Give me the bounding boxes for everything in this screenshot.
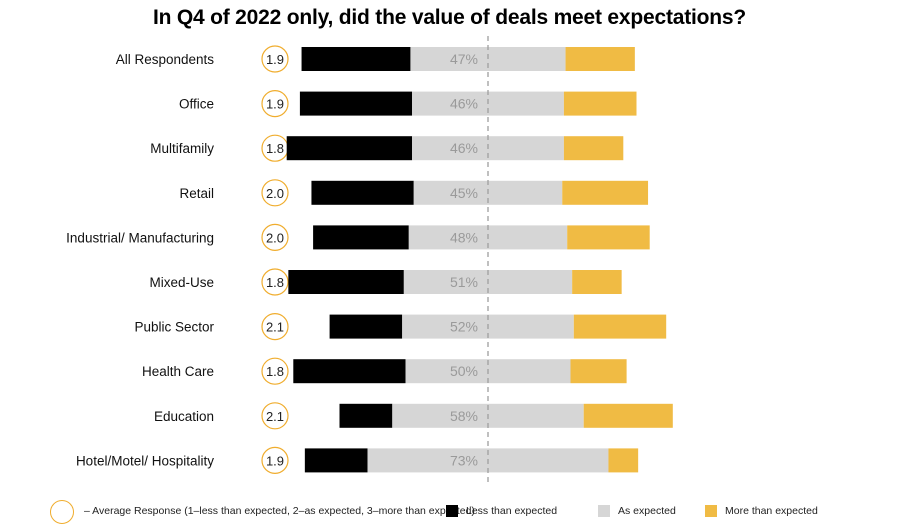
as-expected-percent-label: 73% <box>450 452 478 468</box>
bar-more-than-expected <box>608 448 639 473</box>
bar-more-than-expected <box>563 136 624 161</box>
bar-less-than-expected <box>329 314 403 339</box>
average-response-value: 2.0 <box>266 230 284 245</box>
average-response-circle <box>261 313 289 341</box>
category-label: Multifamily <box>150 141 214 156</box>
legend-as-swatch <box>598 505 610 517</box>
as-expected-percent-label: 45% <box>450 185 478 201</box>
as-expected-percent-label: 52% <box>450 319 478 335</box>
average-response-value: 1.9 <box>266 97 284 112</box>
average-response-value: 1.8 <box>266 275 284 290</box>
bar-less-than-expected <box>293 359 406 384</box>
bar-less-than-expected <box>304 448 368 473</box>
bar-less-than-expected <box>313 225 409 250</box>
legend-as-label: As expected <box>618 505 676 517</box>
legend-less-swatch <box>446 505 458 517</box>
average-response-circle <box>261 223 289 251</box>
bar-less-than-expected <box>311 180 414 205</box>
average-response-circle <box>261 179 289 207</box>
category-label: Hotel/Motel/ Hospitality <box>76 453 214 468</box>
as-expected-percent-label: 46% <box>450 140 478 156</box>
bar-more-than-expected <box>572 270 622 294</box>
as-expected-percent-label: 58% <box>450 408 478 424</box>
legend-average: – Average Response (1–less than expected… <box>84 505 475 517</box>
legend-average-label: – Average Response (1–less than expected… <box>84 505 475 517</box>
category-label: Mixed-Use <box>149 275 214 290</box>
average-response-circle <box>261 402 289 430</box>
legend-as: As expected <box>598 505 676 517</box>
average-response-circle <box>261 357 289 385</box>
bar-less-than-expected <box>339 403 393 428</box>
bar-less-than-expected <box>286 136 413 161</box>
as-expected-percent-label: 50% <box>450 363 478 379</box>
legend-less: Less than expected <box>446 505 557 517</box>
average-response-value: 1.9 <box>266 453 284 468</box>
chart-plot: All Respondents 1.9 47% Office 1.9 46% Multifa… <box>66 36 673 482</box>
bar-more-than-expected <box>563 91 637 116</box>
as-expected-percent-label: 51% <box>450 274 478 290</box>
bar-more-than-expected <box>570 359 627 384</box>
bar-more-than-expected <box>567 225 650 250</box>
category-label: Industrial/ Manufacturing <box>66 230 214 245</box>
category-label: Office <box>179 97 214 112</box>
bar-more-than-expected <box>562 180 649 205</box>
average-response-circle <box>261 89 289 118</box>
as-expected-percent-label: 46% <box>450 96 478 112</box>
as-expected-percent-label: 48% <box>450 229 478 245</box>
bar-more-than-expected <box>573 314 667 339</box>
category-label: Education <box>154 409 214 424</box>
bar-less-than-expected <box>301 47 411 71</box>
average-response-value: 1.8 <box>266 141 284 156</box>
bar-less-than-expected <box>299 91 413 116</box>
average-response-circle <box>261 45 289 73</box>
category-label: Retail <box>179 186 214 201</box>
average-response-value: 2.1 <box>266 409 284 424</box>
legend-average-circle <box>50 500 74 524</box>
bar-more-than-expected <box>565 47 635 71</box>
average-response-value: 2.0 <box>266 186 284 201</box>
average-response-circle <box>261 446 289 474</box>
legend-more-swatch <box>705 505 717 517</box>
category-label: All Respondents <box>116 52 215 67</box>
category-label: Public Sector <box>134 320 214 335</box>
legend: – Average Response (1–less than expected… <box>50 500 890 526</box>
chart-title: In Q4 of 2022 only, did the value of dea… <box>152 6 747 29</box>
legend-more: More than expected <box>705 505 818 517</box>
bar-less-than-expected <box>288 270 404 294</box>
legend-less-label: Less than expected <box>466 505 558 517</box>
legend-more-label: More than expected <box>725 505 818 517</box>
average-response-value: 2.1 <box>266 320 284 335</box>
bar-more-than-expected <box>583 403 673 428</box>
category-label: Health Care <box>142 364 214 379</box>
average-response-value: 1.9 <box>266 52 284 67</box>
average-response-circle <box>261 268 289 296</box>
average-response-value: 1.8 <box>266 364 284 379</box>
as-expected-percent-label: 47% <box>450 51 478 67</box>
